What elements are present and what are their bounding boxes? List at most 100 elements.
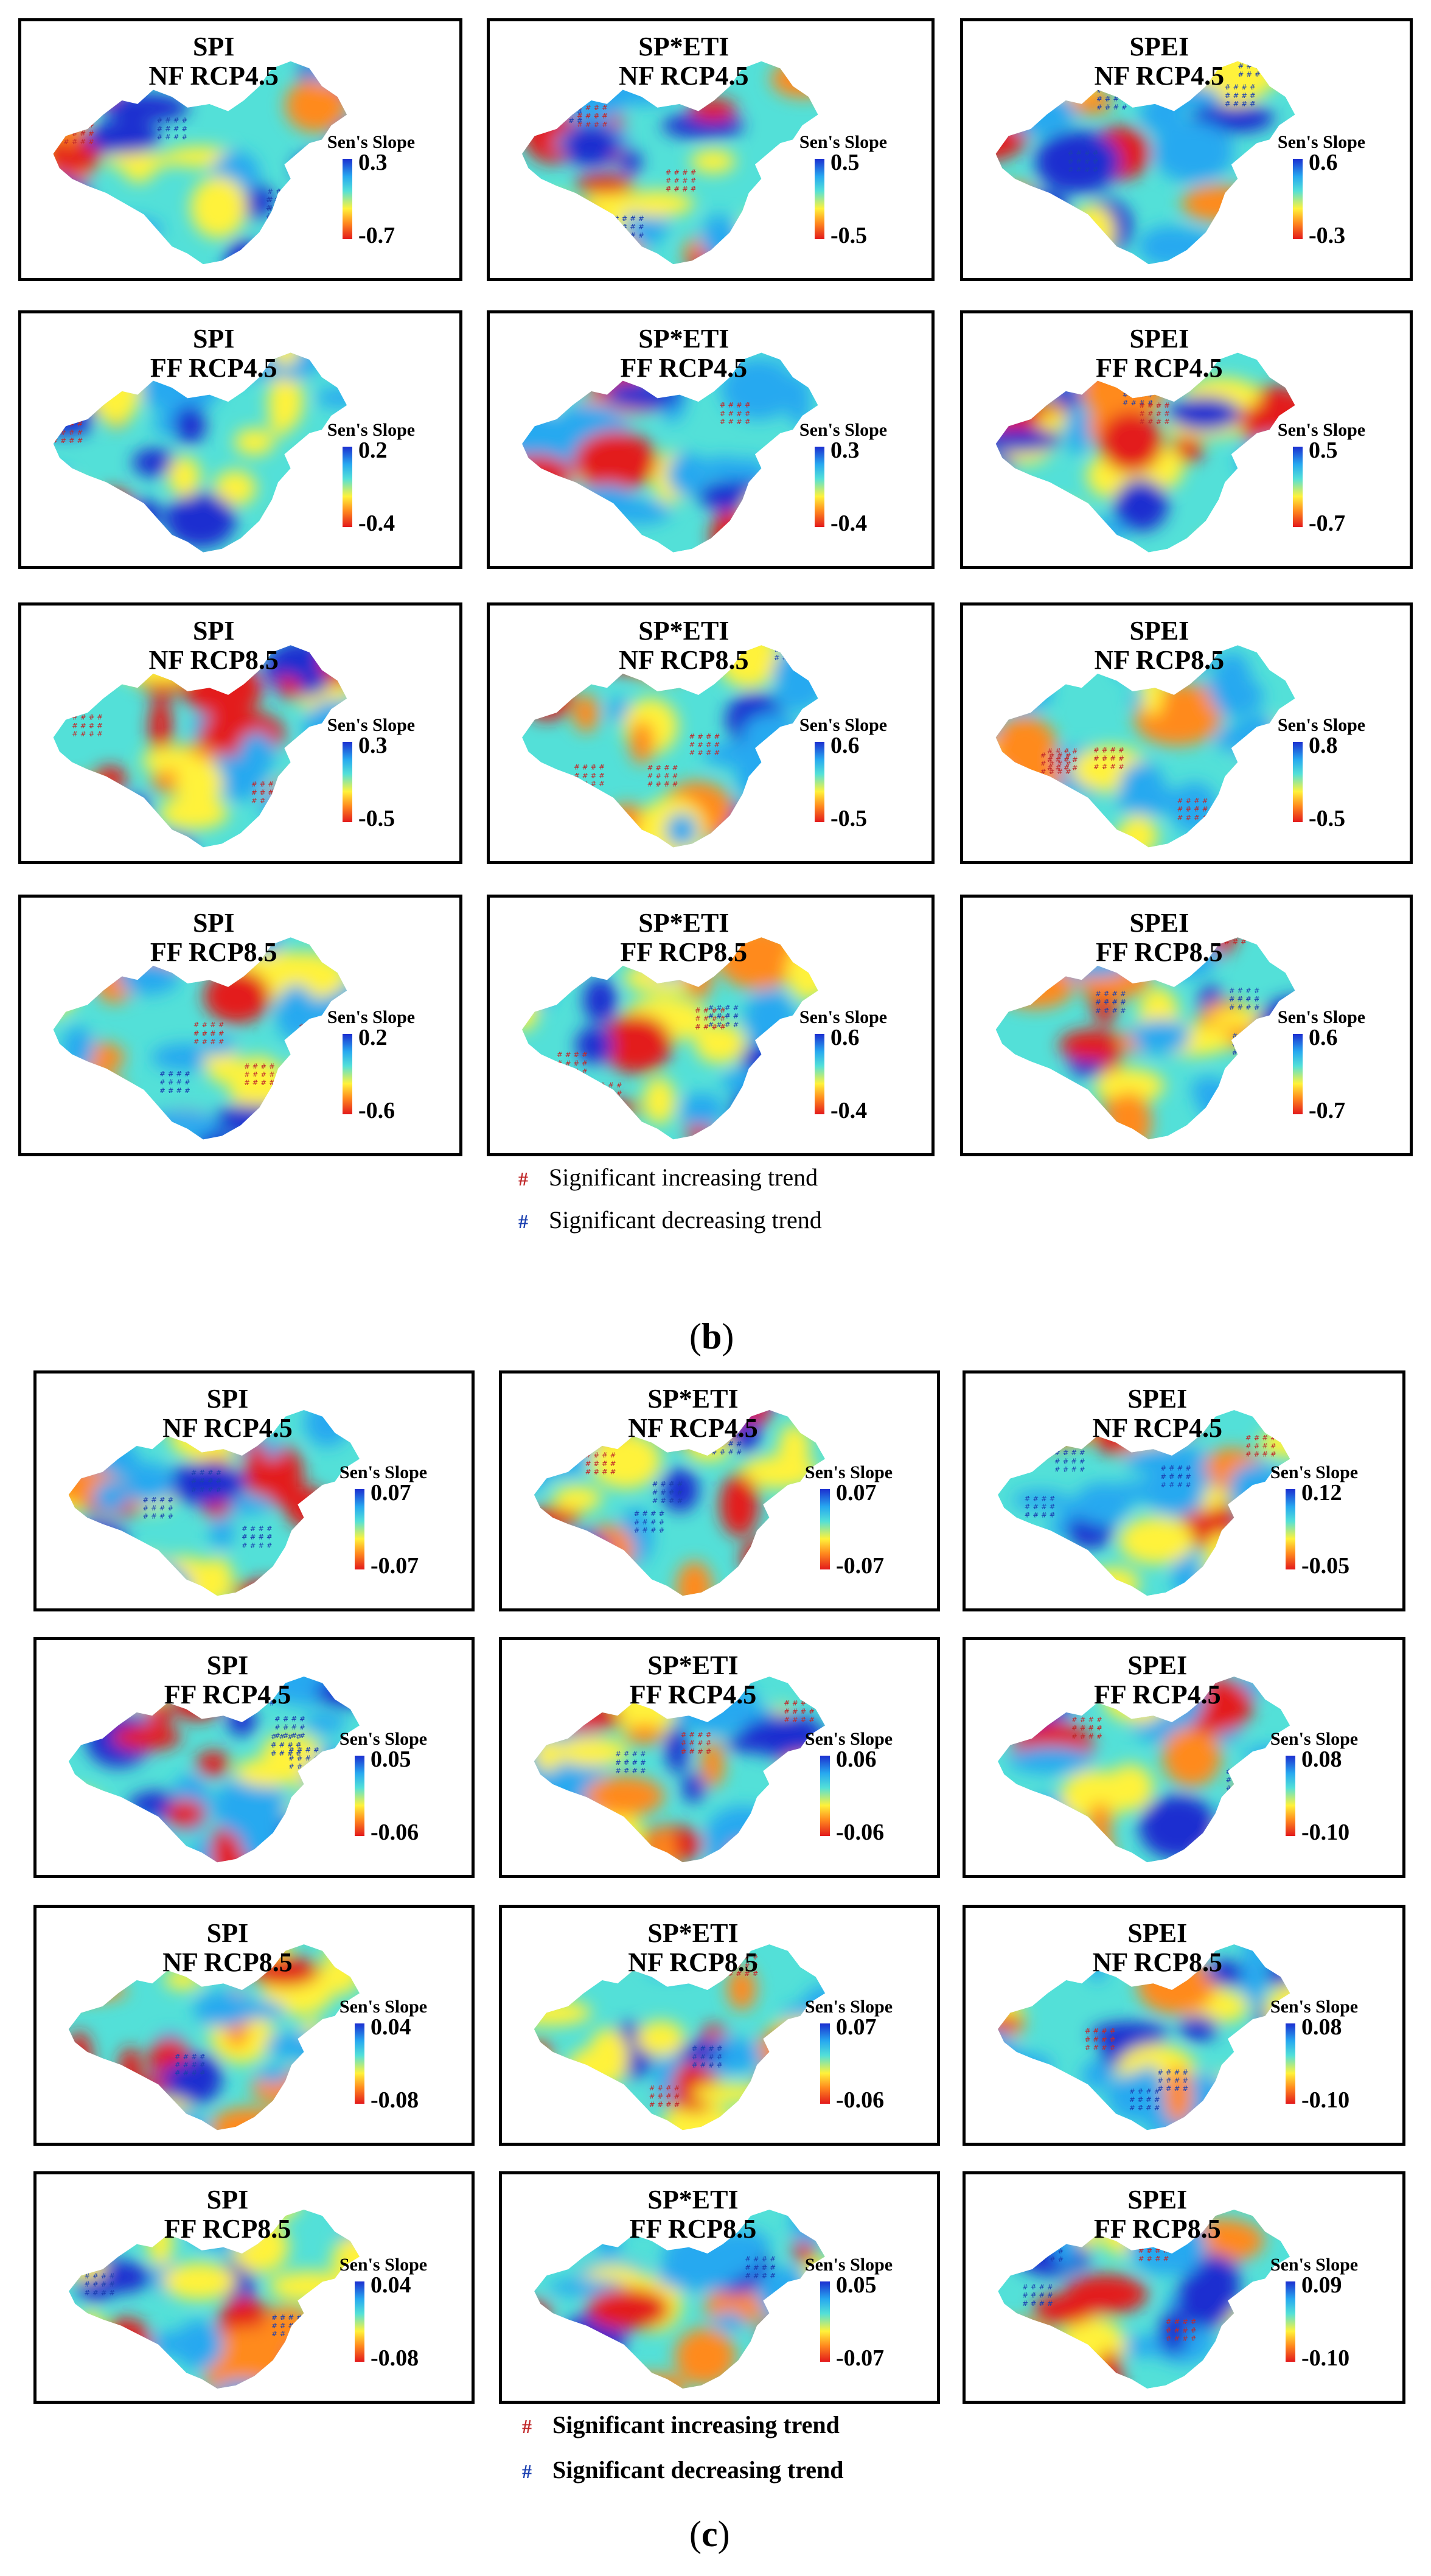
significance-hash: # bbox=[775, 2348, 781, 2357]
map-blob bbox=[74, 61, 123, 105]
legend-min-value: -0.6 bbox=[358, 1098, 395, 1123]
significance-hash: # bbox=[1102, 745, 1108, 754]
significance-hash: # bbox=[1033, 2247, 1039, 2255]
significance-hash: # bbox=[552, 99, 558, 108]
significance-hash: # bbox=[1096, 103, 1102, 111]
significance-hash: # bbox=[268, 788, 274, 797]
significance-hash: # bbox=[244, 1078, 250, 1087]
significance-hash: # bbox=[103, 2213, 110, 2222]
legend-min-value: -0.5 bbox=[358, 806, 395, 831]
significance-hash: # bbox=[1202, 813, 1208, 822]
significance-hash: # bbox=[608, 1081, 614, 1089]
significance-hash: # bbox=[681, 1747, 687, 1756]
map-blob bbox=[203, 969, 271, 1024]
map-blob bbox=[700, 214, 737, 265]
significance-hash: # bbox=[600, 1081, 606, 1089]
significance-hash: # bbox=[1085, 2044, 1091, 2052]
significance-hash: # bbox=[169, 363, 175, 372]
key-increasing-b: # Significant increasing trend bbox=[518, 1164, 818, 1193]
significance-hash: # bbox=[69, 797, 75, 805]
map-blob bbox=[587, 2288, 670, 2330]
significance-hash: # bbox=[674, 176, 680, 185]
map-blob bbox=[158, 2098, 190, 2118]
legend-max-value: 0.3 bbox=[830, 438, 860, 463]
significance-hash: # bbox=[260, 1699, 266, 1708]
significance-hash: # bbox=[88, 129, 94, 138]
significance-hash: # bbox=[204, 358, 210, 366]
map-blob bbox=[151, 1043, 221, 1072]
colorbar-legend: Sen's Slope 0.07 -0.07 bbox=[791, 1462, 907, 1584]
significance-hash: # bbox=[599, 780, 605, 788]
significance-hash: # bbox=[1130, 382, 1137, 391]
map-blob bbox=[522, 1096, 548, 1139]
significance-hash: # bbox=[1241, 921, 1247, 929]
legend-title: Sen's Slope bbox=[1270, 1462, 1359, 1482]
significance-hash: # bbox=[96, 2205, 102, 2213]
significance-hash: # bbox=[999, 518, 1005, 527]
significance-hash: # bbox=[169, 380, 175, 389]
china-map: ########################################… bbox=[534, 1410, 826, 1596]
map-blob bbox=[1118, 815, 1158, 848]
significance-hash: # bbox=[284, 204, 290, 212]
china-map: ########################################… bbox=[998, 1944, 1290, 2131]
significance-hash: # bbox=[1245, 994, 1252, 1003]
map-blob bbox=[548, 1563, 597, 1590]
significance-hash: # bbox=[181, 124, 187, 133]
legend-title: Sen's Slope bbox=[804, 1997, 893, 2017]
significance-hash: # bbox=[97, 730, 103, 738]
map-blob bbox=[534, 2351, 592, 2389]
significance-hash: # bbox=[719, 360, 725, 368]
map-blob bbox=[82, 234, 156, 265]
map-blob bbox=[68, 1523, 128, 1561]
significance-hash: # bbox=[692, 2044, 698, 2053]
map-blob bbox=[69, 2232, 96, 2263]
significance-hash: # bbox=[1022, 2283, 1028, 2291]
significance-hash: # bbox=[1166, 2084, 1172, 2093]
significance-hash: # bbox=[1191, 2334, 1197, 2342]
significance-hash: # bbox=[1113, 94, 1119, 103]
significance-hash: # bbox=[770, 2271, 776, 2280]
colorbar-gradient bbox=[820, 2281, 830, 2362]
significance-hash: # bbox=[252, 1070, 259, 1079]
significance-hash: # bbox=[168, 1070, 174, 1078]
legend-max-value: 0.07 bbox=[836, 1480, 877, 1506]
significance-hash: # bbox=[1234, 1784, 1240, 1792]
map-blob bbox=[68, 1980, 127, 2002]
significance-hash: # bbox=[638, 1665, 644, 1674]
significance-hash: # bbox=[1032, 1511, 1039, 1520]
significance-hash: # bbox=[271, 1749, 277, 1757]
significance-hash: # bbox=[100, 1430, 106, 1439]
significance-hash: # bbox=[72, 138, 78, 146]
significance-hash: # bbox=[1177, 797, 1183, 805]
map-blob bbox=[68, 2101, 99, 2131]
significance-hash: # bbox=[1047, 2283, 1053, 2291]
significance-hash: # bbox=[279, 1749, 285, 1757]
map-blob bbox=[995, 61, 1056, 81]
significance-hash: # bbox=[305, 2070, 312, 2079]
significance-hash: # bbox=[204, 366, 210, 374]
map-blob bbox=[554, 206, 605, 265]
map-panel-section_b-9: # # # # # # # # # # # # # # # # # # # # # # # # # # # # # # # # # # # # # # # #… bbox=[960, 602, 1413, 864]
significance-hash: # bbox=[669, 1479, 675, 1488]
map-blob bbox=[1015, 1677, 1058, 1696]
significance-hash: # bbox=[608, 1097, 614, 1106]
significance-hash: # bbox=[999, 510, 1005, 518]
map-blob bbox=[1017, 352, 1067, 372]
significance-hash: # bbox=[148, 1943, 154, 1952]
significance-hash: # bbox=[725, 1004, 731, 1012]
china-map: ########################################… bbox=[522, 937, 818, 1140]
significance-hash: # bbox=[616, 341, 622, 350]
significance-hash: # bbox=[1068, 157, 1074, 166]
significance-hash: # bbox=[296, 1740, 302, 1749]
significance-hash: # bbox=[85, 797, 91, 805]
colorbar-gradient bbox=[1286, 1756, 1295, 1836]
china-map: ########################################… bbox=[53, 61, 347, 265]
map-blob bbox=[604, 382, 683, 410]
significance-hash: # bbox=[1064, 755, 1070, 764]
significance-hash: # bbox=[1064, 747, 1070, 755]
significance-hash: # bbox=[1129, 2104, 1135, 2112]
map-blob bbox=[998, 2015, 1025, 2034]
legend-title: Sen's Slope bbox=[327, 715, 416, 735]
significance-hash: # bbox=[80, 138, 86, 146]
map-blob bbox=[1162, 1726, 1222, 1787]
